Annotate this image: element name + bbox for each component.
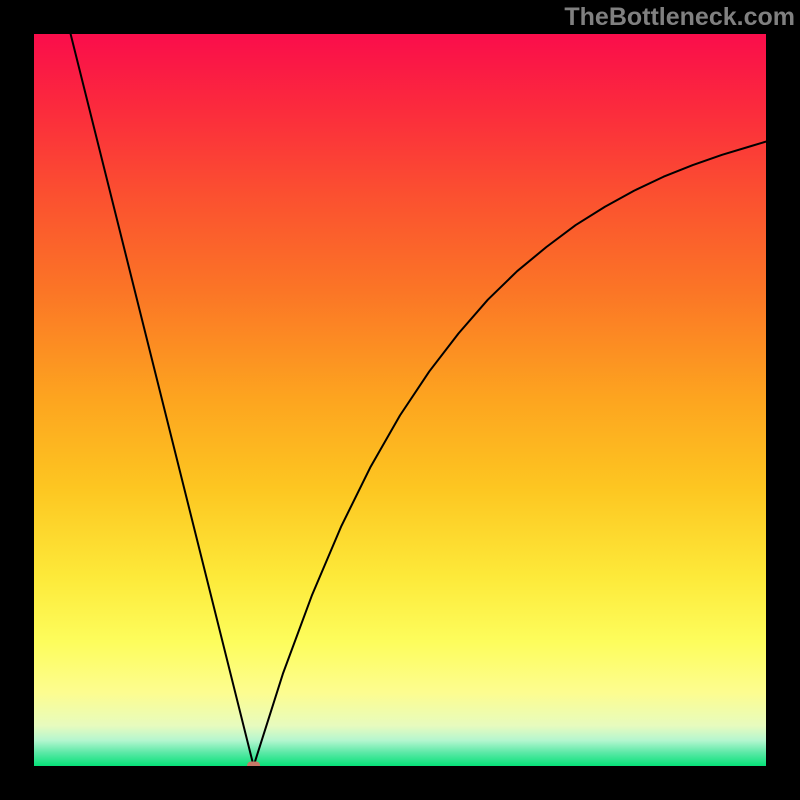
optimal-point-marker bbox=[247, 762, 260, 767]
plot-area bbox=[34, 34, 766, 766]
gradient-background bbox=[34, 34, 766, 766]
bottleneck-chart bbox=[34, 34, 766, 766]
watermark-text: TheBottleneck.com bbox=[564, 3, 795, 32]
